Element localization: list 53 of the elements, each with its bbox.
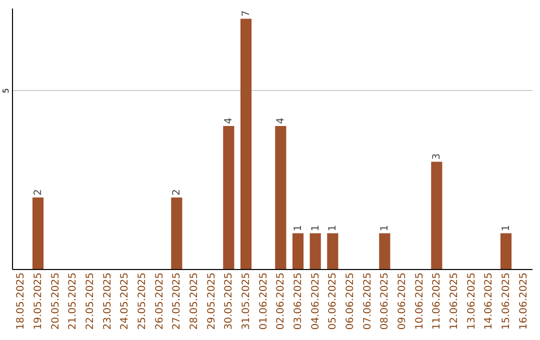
x-tick-label: 10.06.2025 — [414, 272, 426, 330]
bar — [171, 197, 182, 269]
data-label: 1 — [380, 224, 391, 232]
x-tick-label: 19.05.2025 — [33, 272, 44, 330]
data-label: 2 — [33, 189, 44, 196]
data-label: 4 — [224, 118, 235, 124]
x-tick-label: 30.05.2025 — [224, 272, 235, 330]
data-label: 1 — [501, 224, 512, 232]
x-tick-label: 31.05.2025 — [241, 272, 252, 330]
y-tick-label: 5 — [2, 88, 10, 94]
bar — [500, 233, 512, 269]
data-label: 1 — [293, 224, 304, 232]
bar — [275, 126, 286, 269]
x-tick-label: 11.06.2025 — [432, 272, 443, 330]
x-tick-label: 21.05.2025 — [68, 272, 79, 330]
x-tick-label: 20.05.2025 — [50, 272, 62, 330]
x-tick-label: 29.05.2025 — [206, 272, 218, 330]
x-tick-label: 07.06.2025 — [362, 272, 374, 330]
bar — [379, 233, 390, 269]
bar — [32, 197, 44, 269]
x-tick-label: 14.06.2025 — [484, 272, 495, 330]
x-tick-label: 12.06.2025 — [449, 272, 460, 330]
x-tick-label: 18.05.2025 — [16, 272, 27, 330]
x-tick-label: 15.06.2025 — [501, 272, 512, 330]
x-tick-label: 03.06.2025 — [293, 272, 304, 330]
data-label: 7 — [241, 10, 252, 17]
bar — [431, 162, 442, 269]
data-label: 4 — [276, 118, 287, 124]
x-tick-label: 23.05.2025 — [102, 272, 114, 330]
x-tick-label: 09.06.2025 — [397, 272, 408, 330]
data-label: 1 — [310, 224, 322, 232]
x-tick-label: 06.06.2025 — [345, 272, 356, 330]
x-tick-label: 25.05.2025 — [137, 272, 148, 330]
x-tick-label: 13.06.2025 — [466, 272, 478, 330]
x-tick-label: 24.05.2025 — [120, 272, 131, 330]
x-tick-label: 02.06.2025 — [276, 272, 287, 330]
data-label: 3 — [432, 153, 443, 160]
x-tick-label: 05.06.2025 — [328, 272, 339, 330]
x-tick-label: 08.06.2025 — [380, 272, 391, 330]
bar — [240, 18, 252, 269]
bar — [327, 233, 338, 269]
data-label: 2 — [172, 189, 183, 196]
x-tick-label: 26.05.2025 — [154, 272, 166, 330]
bar — [292, 233, 304, 269]
x-tick-label: 27.05.2025 — [172, 272, 183, 330]
x-tick-label: 16.06.2025 — [518, 272, 530, 330]
bar — [310, 233, 321, 269]
x-tick-label: 22.05.2025 — [85, 272, 96, 330]
bar — [223, 126, 234, 269]
x-tick-label: 04.06.2025 — [310, 272, 322, 330]
x-tick-label: 01.06.2025 — [258, 272, 270, 330]
data-label: 1 — [328, 224, 339, 232]
x-tick-label: 28.05.2025 — [189, 272, 200, 330]
